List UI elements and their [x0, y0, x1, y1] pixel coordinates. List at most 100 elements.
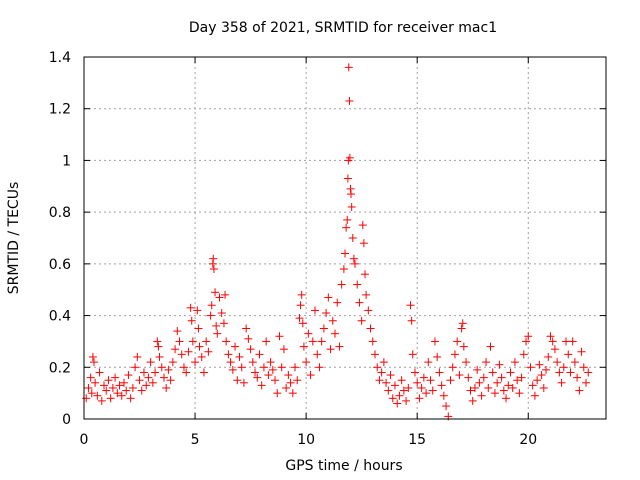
data-point: [564, 350, 573, 359]
data-point: [188, 337, 197, 346]
data-point: [342, 223, 351, 232]
data-point: [93, 391, 102, 400]
data-point: [328, 316, 337, 325]
data-point: [193, 306, 202, 315]
data-point: [322, 308, 331, 317]
data-point: [546, 332, 555, 341]
data-point: [537, 371, 546, 380]
data-point: [99, 381, 108, 390]
data-point: [306, 371, 315, 380]
data-point: [455, 371, 464, 380]
data-point: [490, 389, 499, 398]
data-point: [360, 270, 369, 279]
data-point: [559, 363, 568, 372]
data-point: [343, 174, 352, 183]
data-point: [155, 352, 164, 361]
data-point: [255, 350, 264, 359]
data-point: [126, 394, 135, 403]
data-point: [573, 373, 582, 382]
data-point: [291, 363, 300, 372]
data-point: [221, 290, 230, 299]
data-point: [154, 342, 163, 351]
data-point: [187, 316, 196, 325]
data-point: [286, 378, 295, 387]
data-point: [248, 358, 257, 367]
data-point: [350, 259, 359, 268]
data-point: [446, 376, 455, 385]
data-point: [226, 358, 235, 367]
data-point: [359, 239, 368, 248]
data-point: [271, 376, 280, 385]
data-point: [407, 316, 416, 325]
data-point: [437, 381, 446, 390]
data-point: [199, 368, 208, 377]
data-point: [450, 350, 459, 359]
data-point: [528, 381, 537, 390]
data-point: [406, 301, 415, 310]
data-point: [97, 396, 106, 405]
data-point: [88, 352, 97, 361]
data-point: [137, 386, 146, 395]
data-point: [302, 358, 311, 367]
data-point: [264, 371, 273, 380]
y-tick-label: 0.2: [49, 360, 71, 376]
data-point: [311, 306, 320, 315]
data-point: [219, 319, 228, 328]
data-point: [502, 394, 511, 403]
data-point: [317, 337, 326, 346]
data-point: [570, 358, 579, 367]
data-point: [202, 337, 211, 346]
data-point: [142, 381, 151, 390]
data-point: [288, 389, 297, 398]
x-tick-label: 0: [80, 432, 89, 448]
data-point: [426, 376, 435, 385]
data-point: [257, 381, 266, 390]
data-point: [273, 389, 282, 398]
data-point: [390, 381, 399, 390]
data-point: [344, 63, 353, 72]
data-point: [104, 376, 113, 385]
data-point: [262, 337, 271, 346]
data-point: [297, 290, 306, 299]
data-point: [106, 394, 115, 403]
data-point: [345, 96, 354, 105]
data-point: [453, 337, 462, 346]
data-point: [442, 402, 451, 411]
data-point: [395, 391, 404, 400]
data-point: [375, 376, 384, 385]
y-tick-label: 1: [62, 153, 71, 169]
data-point: [268, 365, 277, 374]
data-point: [86, 373, 95, 382]
data-point: [486, 342, 495, 351]
data-point: [553, 358, 562, 367]
data-point: [194, 324, 203, 333]
data-point: [488, 368, 497, 377]
data-point: [173, 327, 182, 336]
data-point: [231, 342, 240, 351]
data-point: [177, 350, 186, 359]
data-point: [197, 352, 206, 361]
data-point: [349, 254, 358, 263]
data-point: [191, 358, 200, 367]
data-point: [343, 215, 352, 224]
data-point: [499, 386, 508, 395]
data-point: [242, 324, 251, 333]
data-point: [108, 383, 117, 392]
data-point: [419, 373, 428, 382]
data-point: [347, 202, 356, 211]
y-tick-label: 1.2: [49, 102, 71, 118]
data-point: [548, 337, 557, 346]
data-point: [510, 358, 519, 367]
data-point: [555, 368, 564, 377]
data-point: [439, 391, 448, 400]
data-point: [186, 303, 195, 312]
data-point: [384, 386, 393, 395]
data-point: [166, 376, 175, 385]
data-point: [84, 383, 93, 392]
data-point: [284, 371, 293, 380]
data-point: [542, 365, 551, 374]
data-point: [253, 373, 262, 382]
data-point: [151, 368, 160, 377]
data-point: [244, 334, 253, 343]
